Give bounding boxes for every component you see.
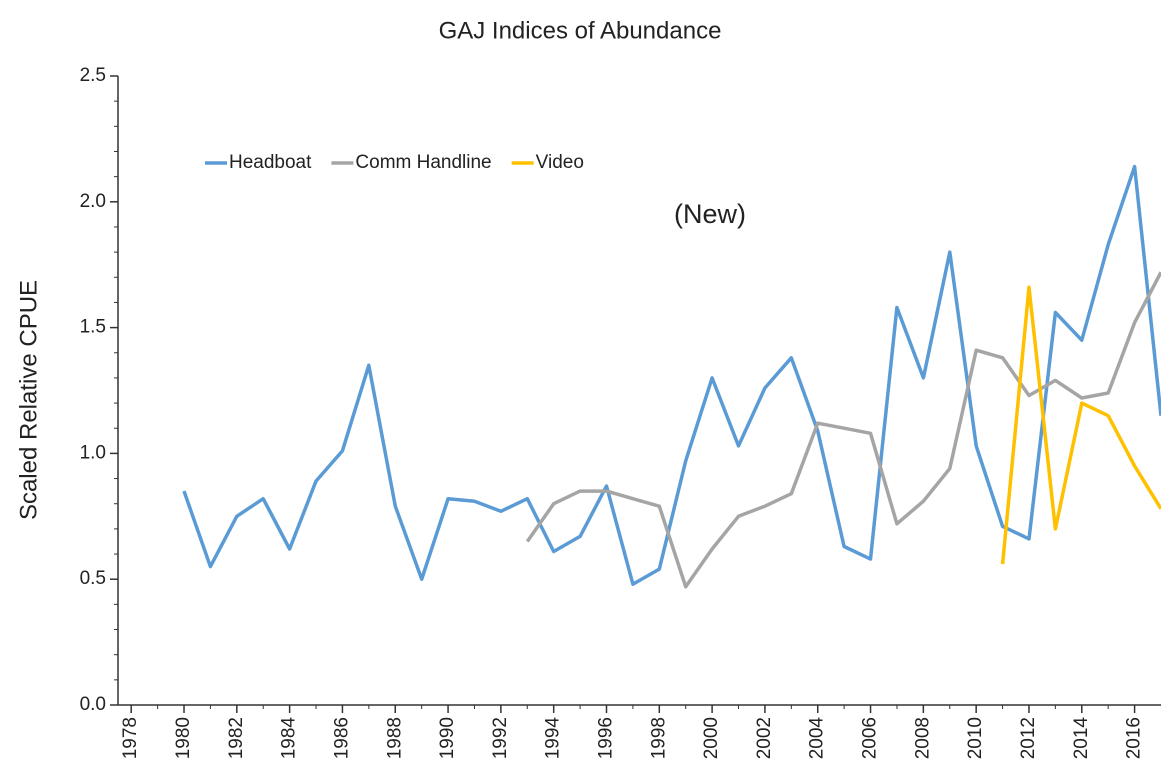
x-tick-label: 2000 bbox=[701, 717, 722, 759]
x-tick-label: 2016 bbox=[1124, 717, 1145, 759]
legend-label: Video bbox=[536, 152, 584, 173]
x-tick-label: 2008 bbox=[912, 717, 933, 759]
x-tick-label: 2004 bbox=[807, 717, 828, 760]
y-tick-label: 2.5 bbox=[80, 65, 106, 86]
legend-label: Headboat bbox=[229, 152, 312, 173]
series-line bbox=[182, 164, 1161, 586]
x-tick-label: 1986 bbox=[331, 717, 352, 759]
x-tick-label: 1984 bbox=[279, 717, 300, 760]
chart-title: GAJ Indices of Abundance bbox=[439, 17, 722, 44]
x-tick-label: 1988 bbox=[384, 717, 405, 759]
y-tick-label: 1.5 bbox=[80, 317, 106, 338]
y-tick-label: 2.0 bbox=[80, 191, 106, 212]
x-tick-label: 1998 bbox=[648, 717, 669, 759]
x-tick-label: 2012 bbox=[1018, 717, 1039, 759]
x-tick-label: 1978 bbox=[120, 717, 141, 759]
x-tick-label: 1990 bbox=[437, 717, 458, 759]
x-tick-label: 1980 bbox=[173, 717, 194, 759]
x-tick-label: 2002 bbox=[754, 717, 775, 759]
legend-label: Comm Handline bbox=[355, 152, 491, 173]
annotation: (New) bbox=[674, 199, 746, 229]
series-line bbox=[525, 271, 1161, 589]
y-tick-label: 1.0 bbox=[80, 442, 106, 463]
series-line bbox=[1000, 285, 1161, 565]
x-tick-label: 1982 bbox=[226, 717, 247, 759]
x-tick-label: 2014 bbox=[1071, 717, 1092, 760]
x-tick-label: 1992 bbox=[490, 717, 511, 759]
y-tick-label: 0.0 bbox=[80, 694, 106, 715]
x-tick-label: 2006 bbox=[860, 717, 881, 759]
y-tick-label: 0.5 bbox=[80, 568, 106, 589]
x-tick-label: 1996 bbox=[596, 717, 617, 759]
x-tick-label: 1994 bbox=[543, 717, 564, 760]
x-tick-label: 2010 bbox=[965, 717, 986, 759]
y-axis-label: Scaled Relative CPUE bbox=[15, 280, 42, 520]
